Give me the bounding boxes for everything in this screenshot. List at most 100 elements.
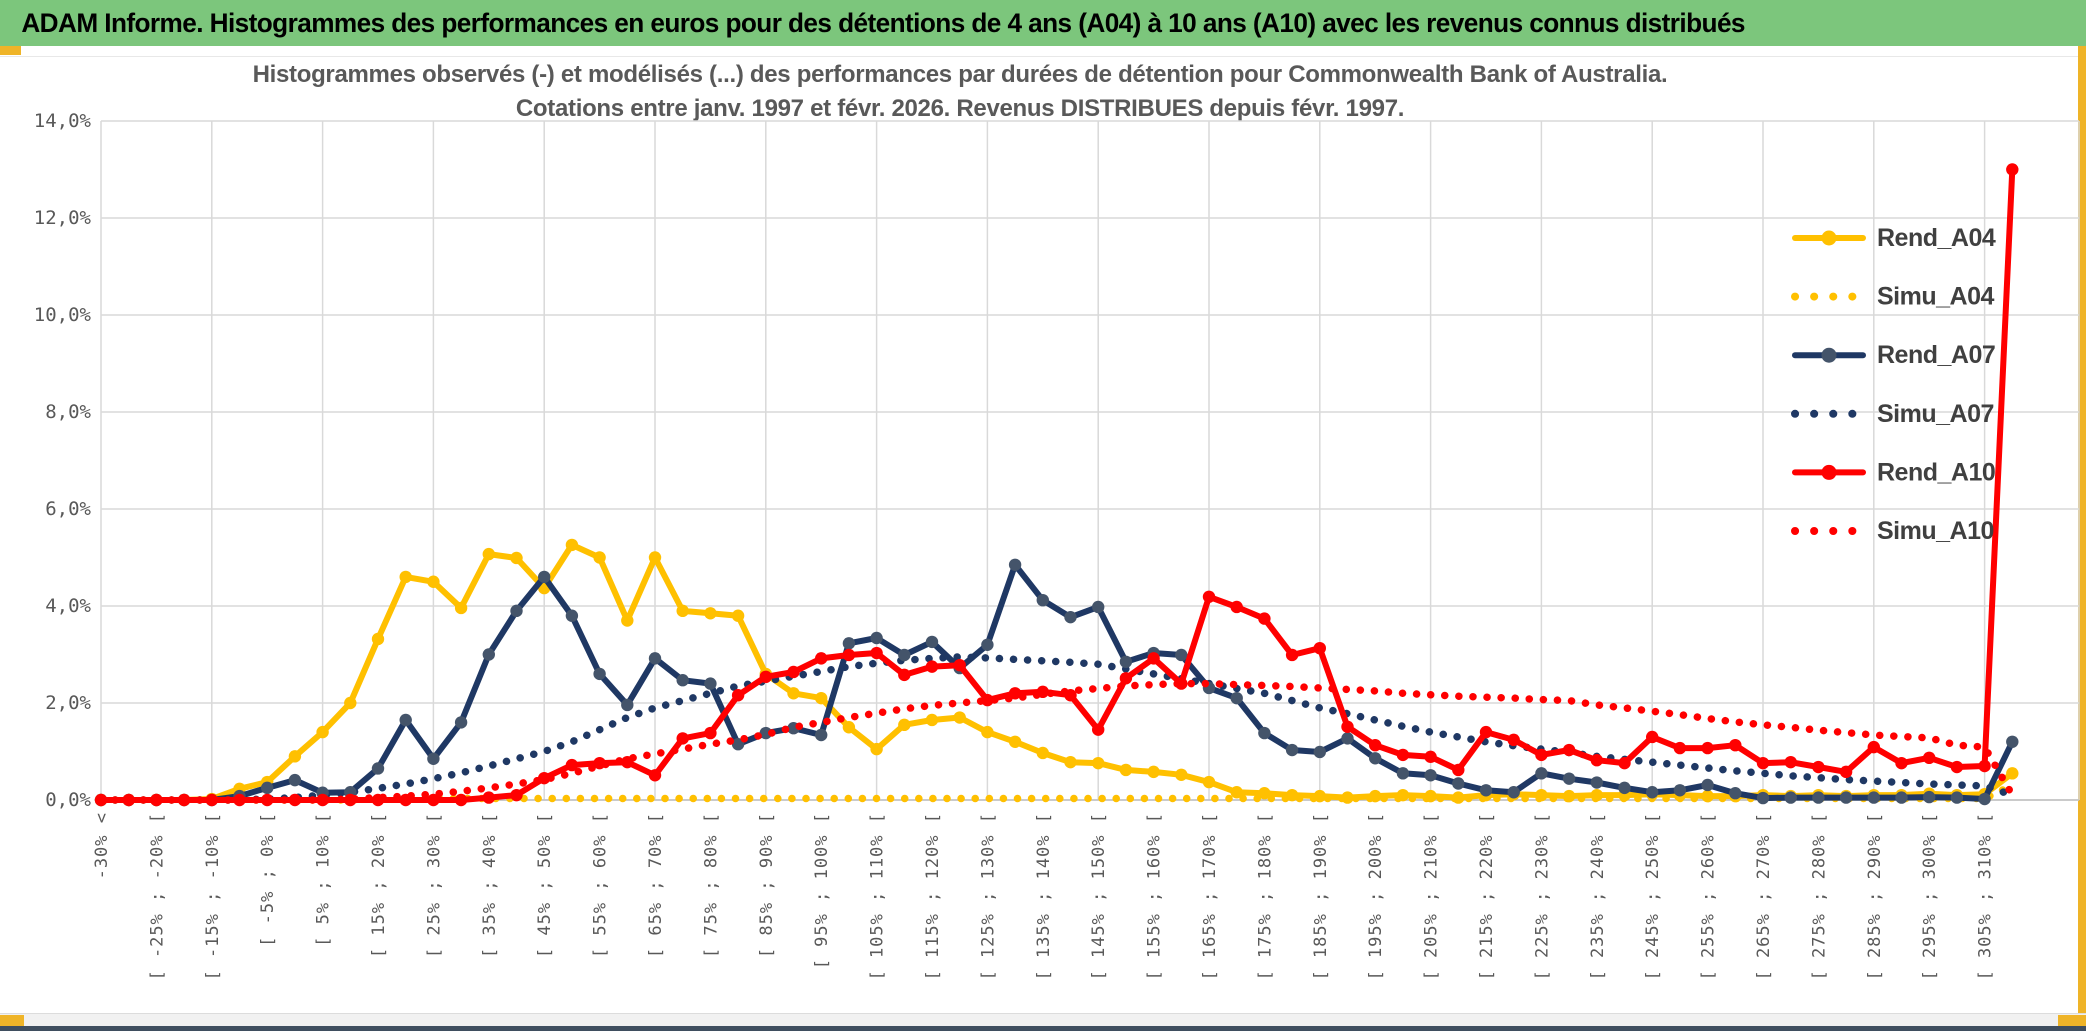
series-marker-Rend_A10 bbox=[1479, 725, 1493, 739]
series-marker-Rend_A10 bbox=[1452, 763, 1465, 777]
x-axis-tick-label: [ 165% ; 170% [ bbox=[1200, 812, 1220, 981]
series-marker-Rend_A07 bbox=[1756, 791, 1770, 805]
series-marker-Rend_A10 bbox=[399, 793, 412, 807]
series-marker-Rend_A10 bbox=[122, 793, 135, 807]
series-line-Simu_A07 bbox=[97, 653, 2017, 804]
series-marker-Rend_A04 bbox=[1562, 789, 1576, 803]
series-marker-Rend_A10 bbox=[261, 793, 274, 807]
series-marker-Rend_A04 bbox=[676, 604, 689, 618]
series-marker-Rend_A07 bbox=[399, 713, 412, 727]
series-marker-Rend_A10 bbox=[676, 732, 689, 745]
series-marker-Rend_A10 bbox=[731, 689, 745, 702]
legend-label-Simu_A04[interactable]: Simu_A04 bbox=[1877, 283, 1995, 311]
series-marker-Rend_A10 bbox=[316, 793, 329, 807]
series-marker-Rend_A10 bbox=[815, 652, 828, 665]
chart-title-line1: Histogrammes observés (-) et modélisés (… bbox=[252, 61, 1668, 88]
series-marker-Rend_A10 bbox=[593, 756, 606, 770]
x-axis-tick-label: [ -5% ; 0% [ bbox=[258, 812, 278, 947]
bottom-right-accent-chip[interactable] bbox=[2058, 1015, 2086, 1026]
series-marker-Rend_A10 bbox=[538, 771, 551, 785]
series-marker-Rend_A07 bbox=[261, 781, 274, 795]
series-marker-Rend_A10 bbox=[1673, 741, 1687, 755]
series-marker-Rend_A07 bbox=[925, 635, 939, 649]
series-marker-Rend_A04 bbox=[731, 609, 745, 622]
series-marker-Rend_A10 bbox=[1867, 740, 1881, 754]
series-marker-Rend_A07 bbox=[565, 609, 579, 622]
x-axis-tick-label: -30% < bbox=[92, 812, 112, 879]
x-axis-tick-label: [ 225% ; 230% [ bbox=[1532, 812, 1552, 981]
bottom-scroll-tray[interactable] bbox=[0, 1013, 2086, 1027]
series-marker-Rend_A10 bbox=[648, 769, 662, 782]
series-marker-Rend_A07 bbox=[1036, 593, 1050, 607]
series-marker-Rend_A04 bbox=[316, 725, 329, 739]
x-axis-tick-label: [ 85% ; 90% [ bbox=[757, 812, 777, 958]
series-marker-Rend_A10 bbox=[565, 758, 579, 772]
series-marker-Rend_A07 bbox=[1064, 610, 1077, 624]
x-axis-tick-label: [ 215% ; 220% [ bbox=[1477, 812, 1497, 981]
legend-marker-Rend_A07[interactable] bbox=[1821, 347, 1837, 363]
series-marker-Rend_A07 bbox=[1812, 791, 1825, 804]
bottom-left-accent-chip[interactable] bbox=[0, 1015, 24, 1026]
x-axis-tick-label: [ 295% ; 300% [ bbox=[1920, 812, 1940, 981]
series-marker-Rend_A04 bbox=[1535, 788, 1548, 802]
series-marker-Rend_A10 bbox=[454, 793, 468, 807]
series-marker-Rend_A07 bbox=[1313, 745, 1327, 759]
legend-marker-Rend_A04[interactable] bbox=[1821, 230, 1837, 246]
y-axis-tick-label: 10,0% bbox=[34, 304, 92, 326]
series-marker-Rend_A10 bbox=[1812, 760, 1825, 774]
series-marker-Rend_A04 bbox=[815, 691, 828, 705]
series-marker-Rend_A10 bbox=[925, 660, 939, 673]
series-marker-Rend_A07 bbox=[1258, 726, 1271, 740]
series-marker-Rend_A07 bbox=[1729, 787, 1742, 800]
series-marker-Rend_A10 bbox=[953, 658, 966, 672]
series-marker-Rend_A07 bbox=[1230, 691, 1243, 705]
series-marker-Rend_A04 bbox=[2006, 767, 2019, 780]
x-axis-tick-label: [ 205% ; 210% [ bbox=[1422, 812, 1442, 981]
series-marker-Rend_A04 bbox=[1341, 791, 1354, 804]
series-marker-Rend_A04 bbox=[1036, 746, 1050, 760]
legend-label-Rend_A07[interactable]: Rend_A07 bbox=[1877, 341, 1996, 369]
legend-label-Simu_A10[interactable]: Simu_A10 bbox=[1877, 517, 1994, 545]
series-marker-Rend_A10 bbox=[1646, 730, 1659, 744]
y-axis-tick-label: 8,0% bbox=[45, 401, 91, 423]
x-axis-tick-label: [ -15% ; -10% [ bbox=[203, 812, 223, 981]
right-edge-strip[interactable] bbox=[2078, 46, 2086, 1026]
series-marker-Rend_A07 bbox=[454, 716, 468, 729]
x-axis-tick-label: [ 145% ; 150% [ bbox=[1089, 812, 1109, 981]
series-line-Simu_A10 bbox=[97, 679, 2017, 804]
series-marker-Rend_A04 bbox=[1396, 788, 1410, 802]
x-axis-tick-label: [ 305% ; 310% [ bbox=[1976, 812, 1996, 981]
x-axis-tick-label: [ 35% ; 40% [ bbox=[480, 812, 500, 958]
series-marker-Rend_A07 bbox=[1562, 772, 1576, 785]
legend-label-Rend_A10[interactable]: Rend_A10 bbox=[1877, 458, 1996, 486]
series-marker-Rend_A04 bbox=[1064, 755, 1077, 769]
series-marker-Rend_A10 bbox=[1258, 612, 1271, 625]
series-marker-Rend_A10 bbox=[288, 793, 302, 807]
series-marker-Rend_A10 bbox=[981, 693, 994, 707]
series-marker-Rend_A10 bbox=[371, 793, 385, 807]
series-marker-Rend_A10 bbox=[898, 668, 911, 682]
series-marker-Rend_A07 bbox=[593, 667, 606, 681]
series-marker-Rend_A10 bbox=[1895, 756, 1908, 770]
series-marker-Rend_A07 bbox=[1119, 655, 1133, 668]
series-marker-Rend_A07 bbox=[621, 698, 634, 712]
series-line-Rend_A07 bbox=[98, 561, 2016, 803]
legend-marker-Rend_A10[interactable] bbox=[1821, 464, 1837, 480]
series-marker-Rend_A04 bbox=[704, 607, 717, 620]
x-axis-tick-label: [ 15% ; 20% [ bbox=[369, 812, 389, 958]
x-axis-tick-label: [ 135% ; 140% [ bbox=[1034, 812, 1054, 981]
series-marker-Rend_A07 bbox=[731, 738, 745, 751]
legend-label-Rend_A04[interactable]: Rend_A04 bbox=[1877, 224, 1996, 252]
series-marker-Rend_A10 bbox=[1590, 754, 1604, 767]
y-axis-tick-label: 4,0% bbox=[45, 595, 91, 617]
titlebar-separator bbox=[0, 46, 2086, 57]
legend-label-Simu_A07[interactable]: Simu_A07 bbox=[1877, 400, 1994, 428]
series-marker-Rend_A07 bbox=[1867, 791, 1881, 804]
x-axis-tick-label: [ -25% ; -20% [ bbox=[147, 812, 167, 981]
series-marker-Rend_A04 bbox=[1008, 735, 1022, 748]
series-marker-Rend_A10 bbox=[1756, 756, 1770, 770]
series-marker-Rend_A04 bbox=[621, 614, 634, 627]
series-marker-Rend_A07 bbox=[1369, 752, 1382, 765]
series-marker-Rend_A10 bbox=[1008, 687, 1022, 700]
